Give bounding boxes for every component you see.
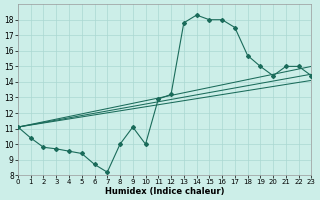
X-axis label: Humidex (Indice chaleur): Humidex (Indice chaleur) [105,187,224,196]
